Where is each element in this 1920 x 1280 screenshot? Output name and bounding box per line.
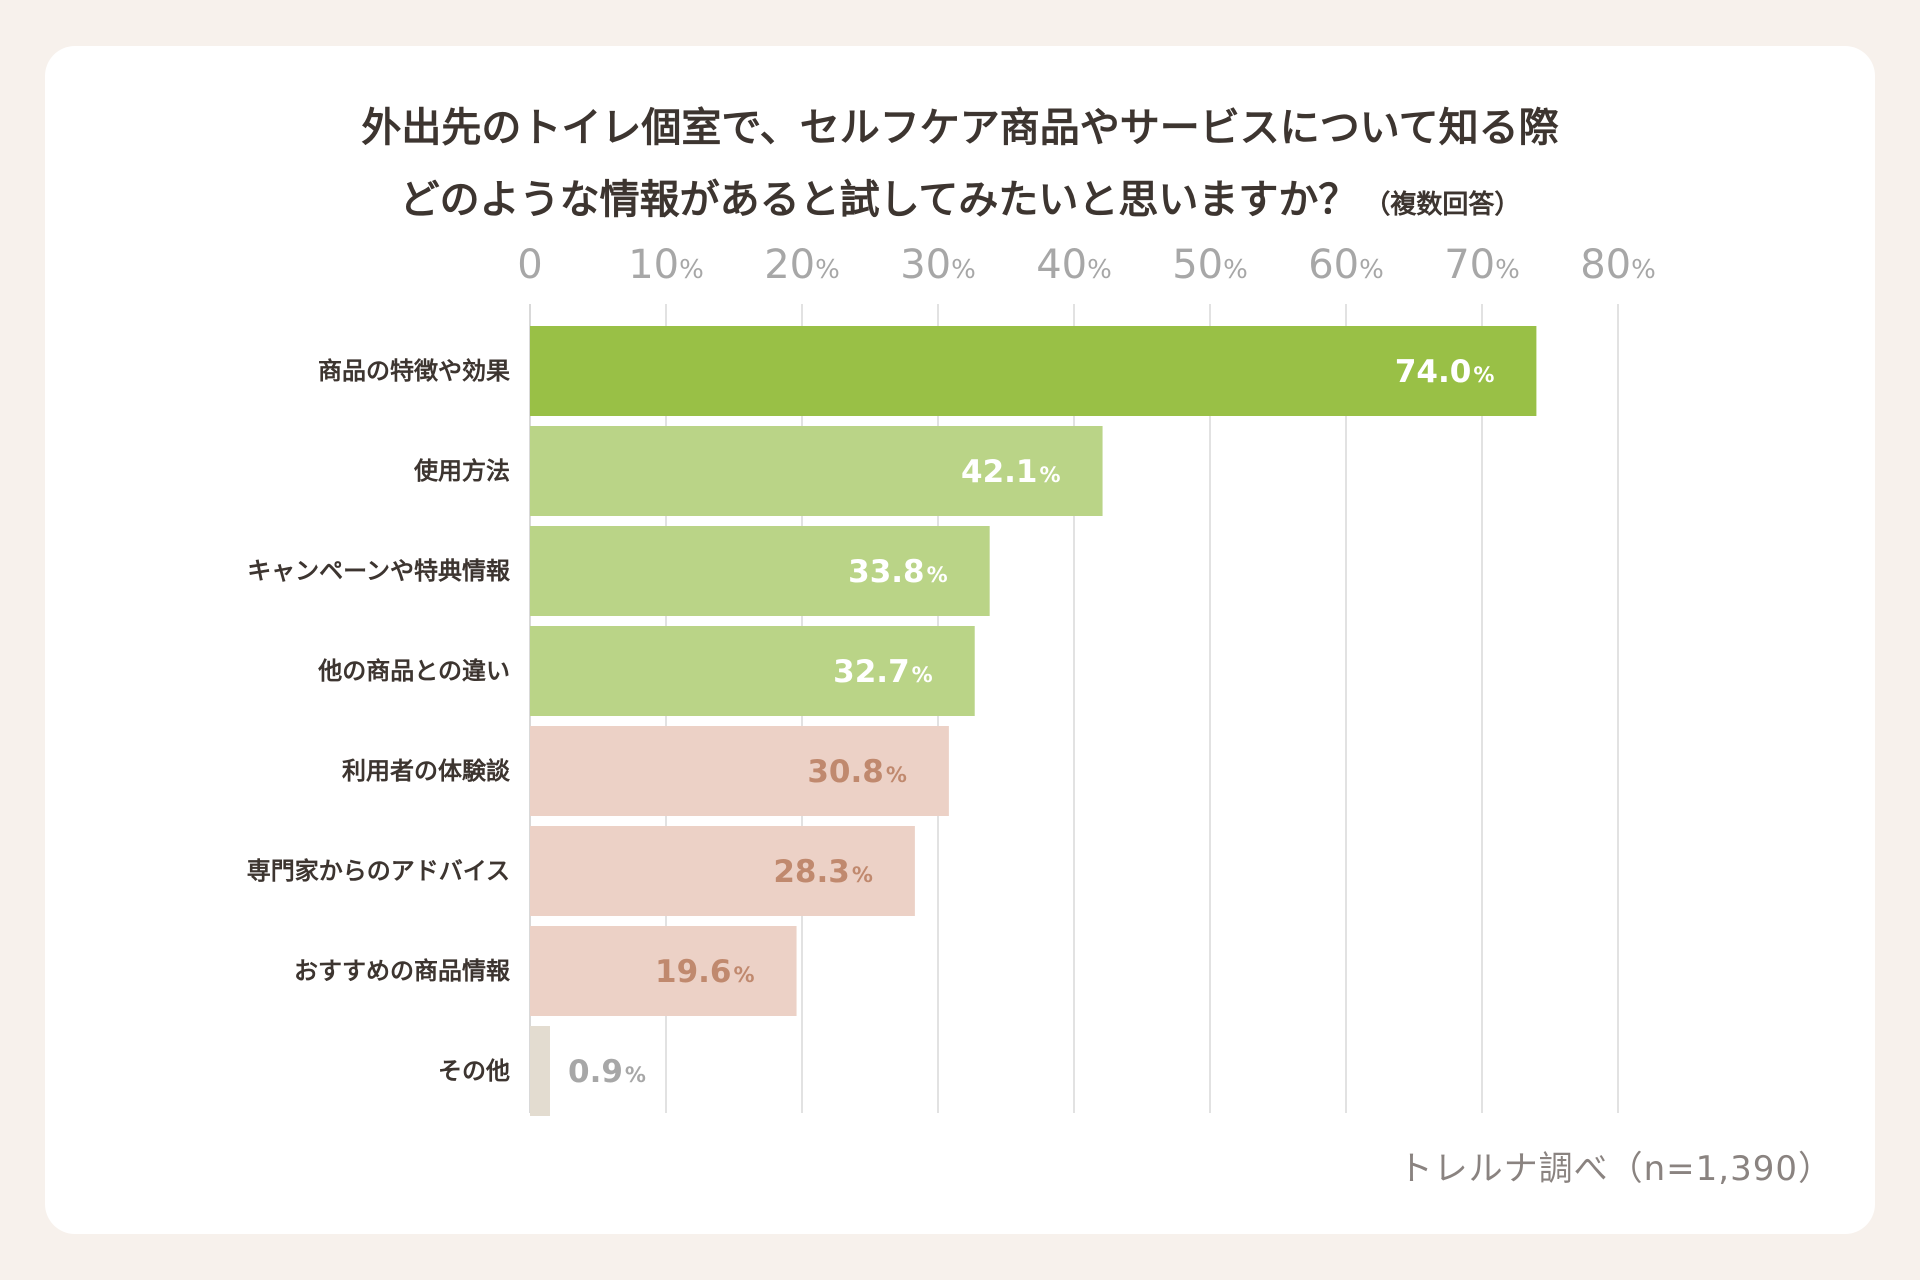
chart-card: 外出先のトイレ個室で、セルフケア商品やサービスについて知る際 どのような情報があ… bbox=[45, 46, 1875, 1234]
x-tick-label-7: 70% bbox=[1444, 242, 1520, 288]
x-tick-label-0: 0 bbox=[517, 242, 542, 288]
value-label-3: 32.7% bbox=[833, 654, 933, 690]
bar-4 bbox=[530, 726, 949, 816]
bar-2 bbox=[530, 526, 990, 616]
chart-title-question: どのような情報があると試してみたいと思いますか？ bbox=[399, 177, 1359, 223]
value-label-6: 19.6% bbox=[655, 954, 755, 990]
bar-3 bbox=[530, 626, 975, 716]
category-label-6: おすすめの商品情報 bbox=[294, 957, 511, 985]
source-note: トレルナ調べ（n=1,390） bbox=[1398, 1149, 1833, 1189]
bar-7 bbox=[530, 1026, 550, 1116]
category-label-0: 商品の特徴や効果 bbox=[318, 357, 510, 385]
x-tick-label-5: 50% bbox=[1172, 242, 1248, 288]
value-label-7: 0.9% bbox=[568, 1054, 646, 1090]
chart-title-note: （複数回答） bbox=[1364, 190, 1521, 220]
category-label-3: 他の商品との違い bbox=[317, 657, 510, 685]
x-tick-label-8: 80% bbox=[1580, 242, 1656, 288]
value-label-1: 42.1% bbox=[961, 454, 1061, 490]
value-label-0: 74.0% bbox=[1395, 354, 1495, 390]
x-tick-label-3: 30% bbox=[900, 242, 976, 288]
bar-1 bbox=[530, 426, 1103, 516]
value-label-4: 30.8% bbox=[807, 754, 907, 790]
category-label-4: 利用者の体験談 bbox=[342, 757, 511, 785]
x-tick-label-2: 20% bbox=[764, 242, 840, 288]
category-label-1: 使用方法 bbox=[413, 457, 510, 485]
category-label-2: キャンペーンや特典情報 bbox=[247, 557, 511, 585]
x-tick-label-4: 40% bbox=[1036, 242, 1112, 288]
bar-5 bbox=[530, 826, 915, 916]
bar-6 bbox=[530, 926, 797, 1016]
category-label-5: 専門家からのアドバイス bbox=[247, 857, 510, 885]
value-label-5: 28.3% bbox=[773, 854, 873, 890]
chart-title-line1: 外出先のトイレ個室で、セルフケア商品やサービスについて知る際 bbox=[361, 105, 1559, 151]
chart-title-line2: どのような情報があると試してみたいと思いますか？ （複数回答） bbox=[45, 180, 1875, 225]
category-label-7: その他 bbox=[438, 1057, 510, 1085]
x-tick-label-1: 10% bbox=[628, 242, 704, 288]
x-tick-label-6: 60% bbox=[1308, 242, 1384, 288]
value-label-2: 33.8% bbox=[848, 554, 948, 590]
bar-chart: 0 10% 20% 30% 40% 50% 60% 70% 80% 商品の特徴や効果 74.0% 使用… bbox=[247, 242, 1656, 1116]
bar-0 bbox=[530, 326, 1537, 416]
